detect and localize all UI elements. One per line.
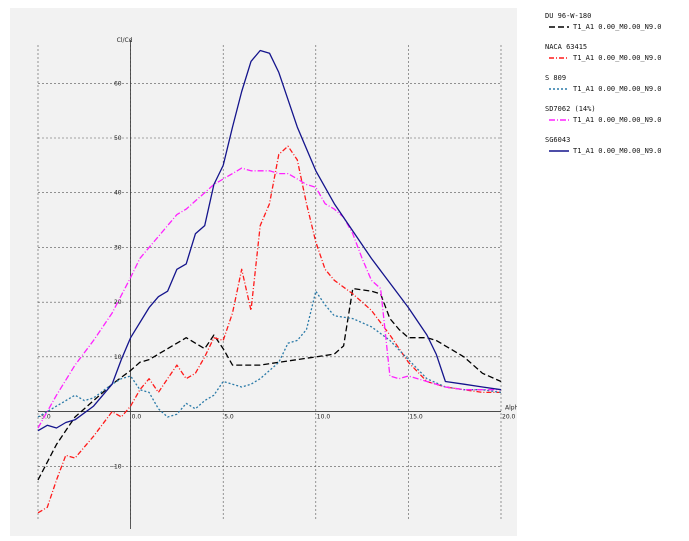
series-line-4 xyxy=(37,167,501,429)
legend: DU 96-W-180 T1_A1 0.00_M0.00_N9.0 NACA 634… xyxy=(545,12,685,167)
legend-item: SD7062 (14%) T1_A1 0.00_M0.00_N9.0 xyxy=(545,105,685,124)
legend-swatch xyxy=(549,87,569,90)
x-axis-title: Alpha xyxy=(505,405,517,412)
legend-run-label: T1_A1 0.00_M0.00_N9.0 xyxy=(573,115,662,124)
legend-item: S 809 T1_A1 0.00_M0.00_N9.0 xyxy=(545,74,685,93)
legend-series-name: DU 96-W-180 xyxy=(545,12,592,20)
legend-run-label: T1_A1 0.00_M0.00_N9.0 xyxy=(573,22,662,31)
y-tick-label: 10 xyxy=(114,354,122,361)
series-line-2 xyxy=(37,145,501,514)
legend-run-label: T1_A1 0.00_M0.00_N9.0 xyxy=(573,53,662,62)
x-tick-label: 15.0 xyxy=(409,414,423,421)
legend-swatch xyxy=(549,56,569,59)
x-tick-label: 20.0 xyxy=(502,414,516,421)
series-line-1 xyxy=(37,287,502,481)
series-line-3 xyxy=(37,290,502,418)
legend-run-label: T1_A1 0.00_M0.00_N9.0 xyxy=(573,84,662,93)
plot-area: -5.0 0.0 5.0 10.0 15.0 20.0 -10 10 20 30 40 50 60 Cl/… xyxy=(10,8,517,536)
y-tick-label: 50 xyxy=(114,135,122,142)
legend-run-label: T1_A1 0.00_M0.00_N9.0 xyxy=(573,146,662,155)
legend-item: DU 96-W-180 T1_A1 0.00_M0.00_N9.0 xyxy=(545,12,685,31)
legend-series-name: S 809 xyxy=(545,74,567,82)
series-line-5 xyxy=(37,49,502,432)
legend-series-name: NACA 63415 xyxy=(545,43,588,51)
legend-row: T1_A1 0.00_M0.00_N9.0 xyxy=(545,53,685,62)
legend-swatch xyxy=(549,25,569,28)
legend-row: T1_A1 0.00_M0.00_N9.0 xyxy=(545,84,685,93)
legend-swatch xyxy=(549,149,569,152)
y-tick-label: 40 xyxy=(114,190,122,197)
y-tick-label: 60 xyxy=(114,80,122,87)
legend-item: NACA 63415 T1_A1 0.00_M0.00_N9.0 xyxy=(545,43,685,62)
legend-swatch xyxy=(549,118,569,121)
legend-series-name: SD7062 (14%) xyxy=(545,105,596,113)
chart-svg: -5.0 0.0 5.0 10.0 15.0 20.0-10102030405060Cl/… xyxy=(37,37,517,529)
y-axis-title: Cl/Cd xyxy=(117,37,133,44)
legend-row: T1_A1 0.00_M0.00_N9.0 xyxy=(545,115,685,124)
legend-series-name: SG6043 xyxy=(545,136,571,144)
y-tick-label: -10 xyxy=(112,463,122,470)
legend-item: SG6043 T1_A1 0.00_M0.00_N9.0 xyxy=(545,136,685,155)
x-tick-label: 0.0 xyxy=(132,414,142,421)
legend-row: T1_A1 0.00_M0.00_N9.0 xyxy=(545,22,685,31)
x-tick-label: 5.0 xyxy=(224,414,234,421)
y-tick-label: 30 xyxy=(114,244,122,251)
x-tick-label: -5.0 xyxy=(39,414,51,421)
x-tick-label: 10.0 xyxy=(317,414,331,421)
legend-row: T1_A1 0.00_M0.00_N9.0 xyxy=(545,146,685,155)
